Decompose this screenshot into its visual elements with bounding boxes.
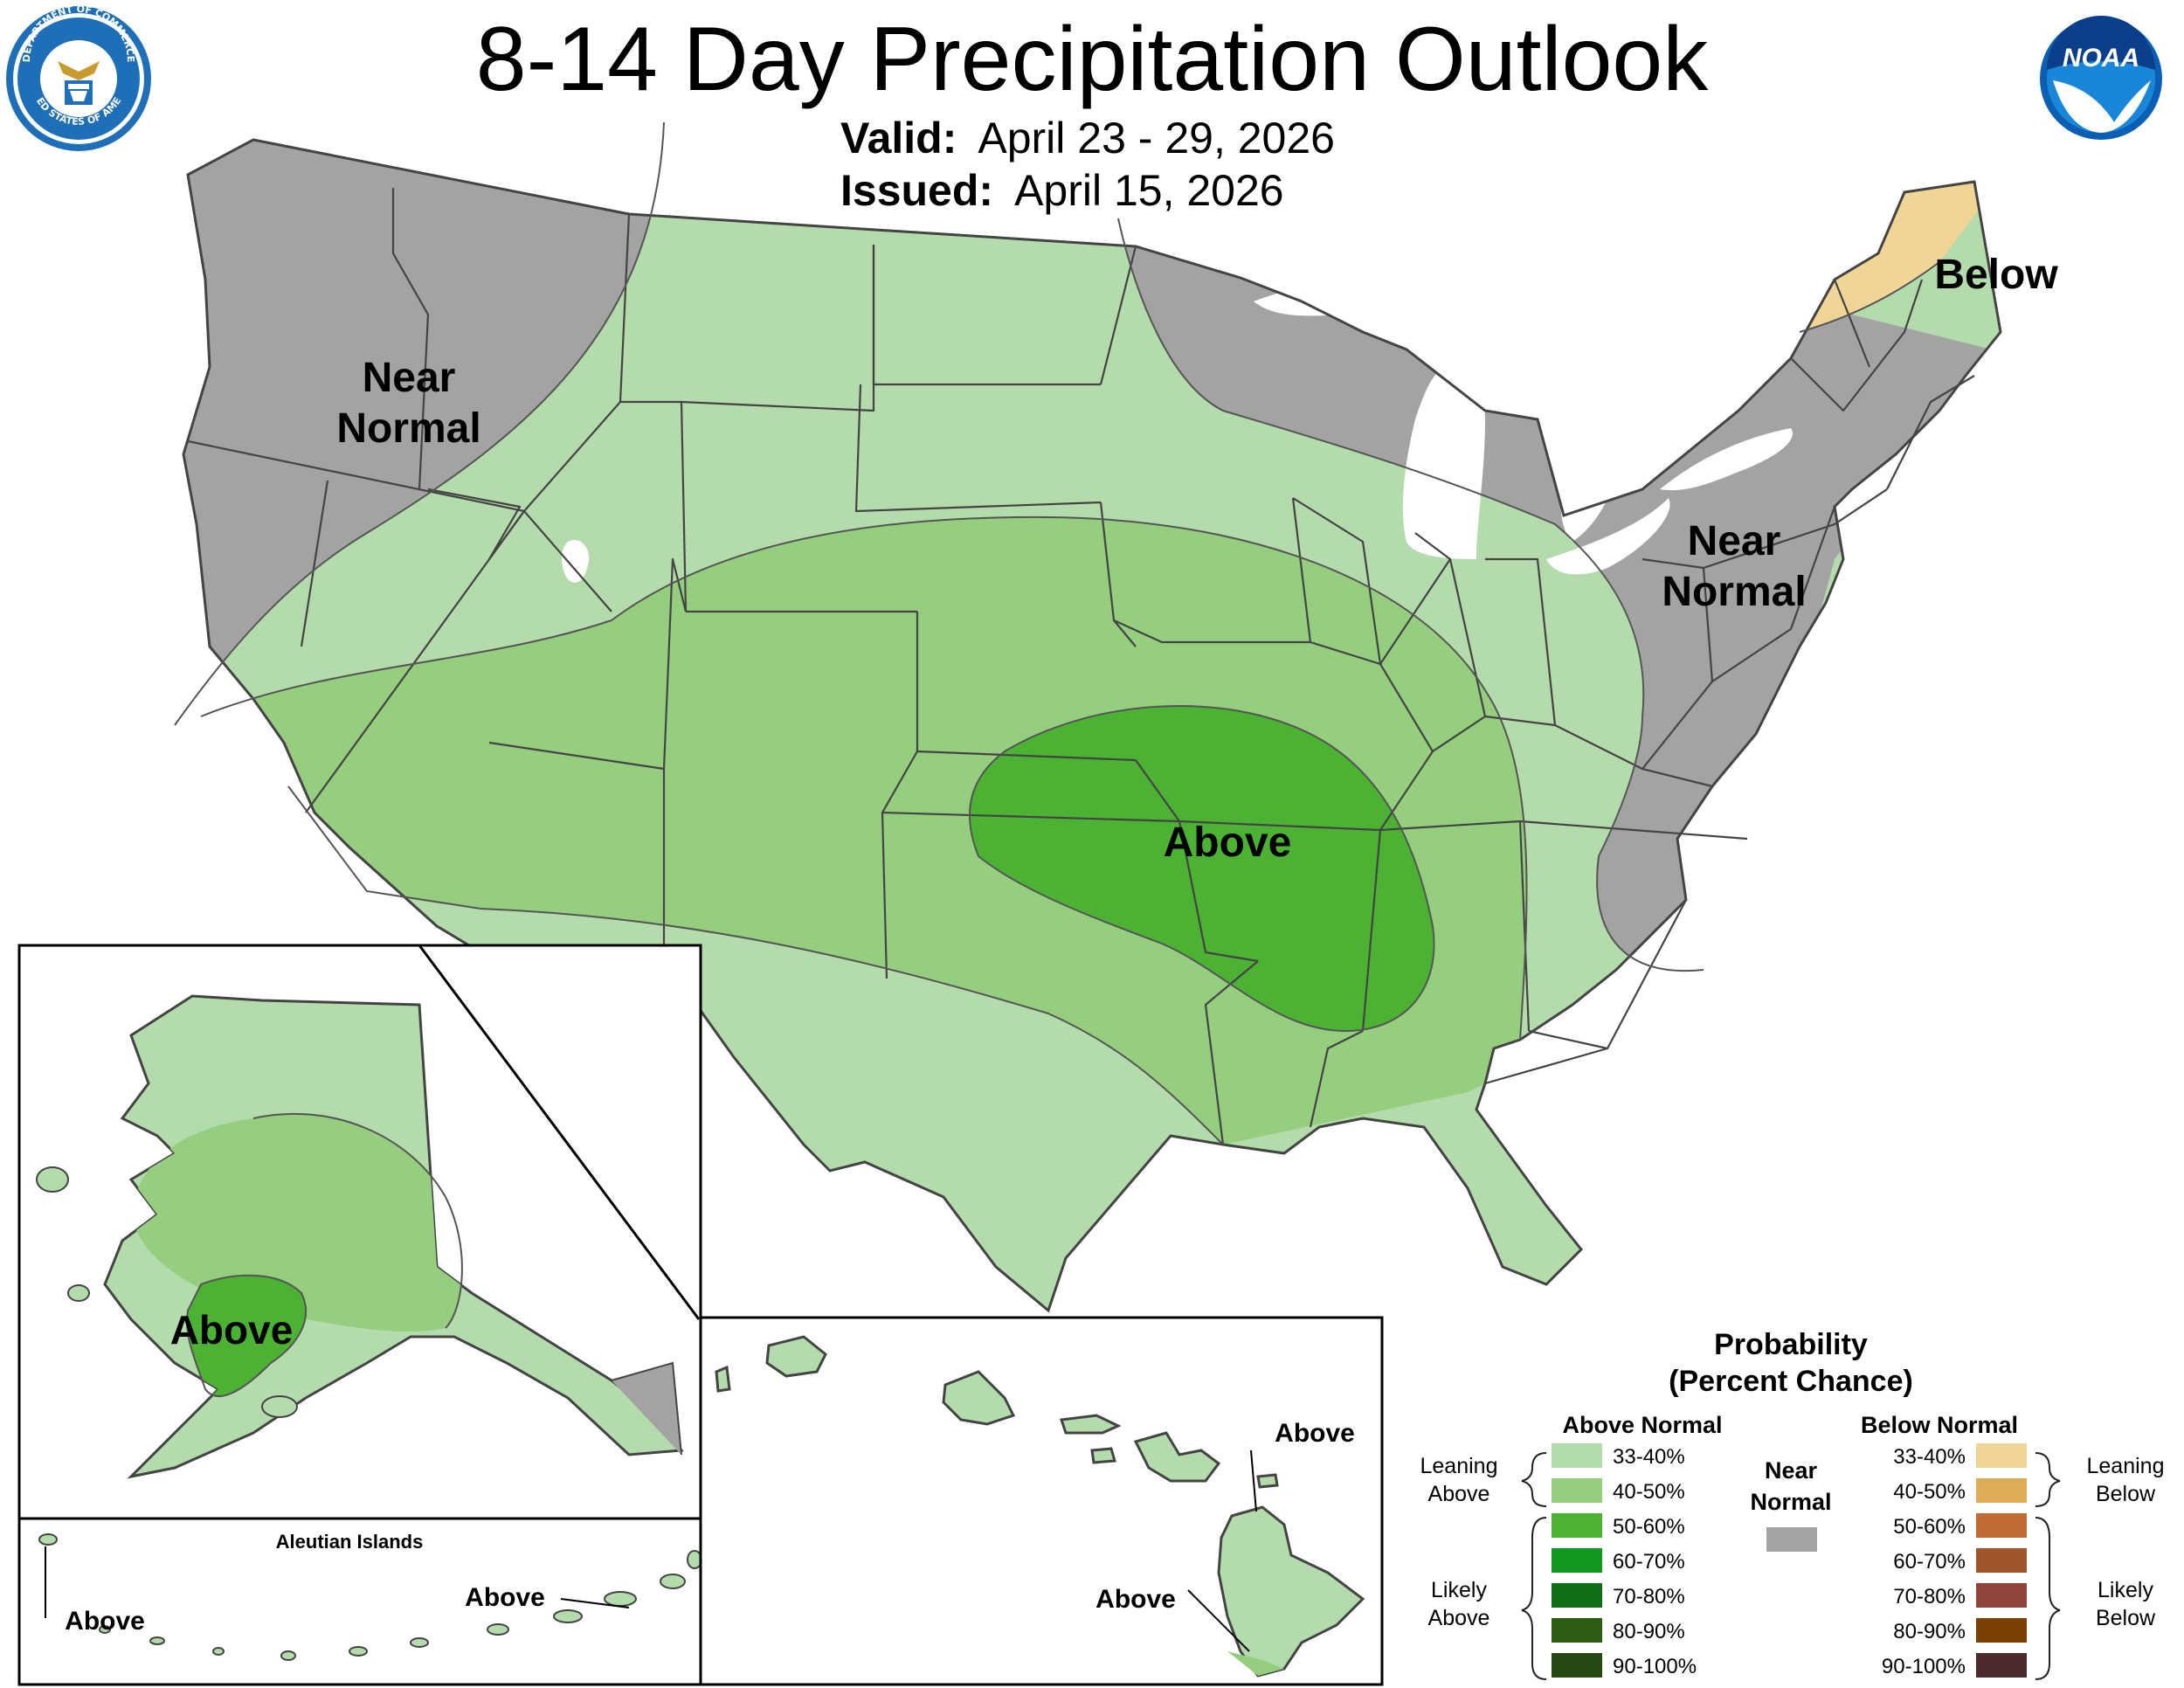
map-title: 8-14 Day Precipitation Outlook	[475, 9, 1709, 110]
legend-above-header: Above Normal	[1562, 1412, 1722, 1438]
legend-title-1: Probability	[1714, 1328, 1868, 1361]
west-near-normal-label-2: Normal	[336, 405, 480, 452]
above-normal-label: 90-100%	[1613, 1655, 1697, 1678]
above-normal-label: 40-50%	[1613, 1480, 1685, 1504]
above-normal-swatch	[1552, 1618, 1602, 1643]
likely-below-2: Below	[2096, 1606, 2156, 1630]
hawaii-above-south-label: Above	[1095, 1585, 1176, 1614]
central-above-label: Above	[1164, 820, 1292, 866]
west-near-normal-label-1: Near	[363, 355, 456, 401]
issued-line: Issued: April 15, 2026	[840, 164, 1284, 217]
issued-date: April 15, 2026	[1014, 166, 1284, 215]
below-normal-swatch	[1976, 1478, 2027, 1503]
below-normal-label: 70-80%	[1893, 1585, 1966, 1608]
above-normal-swatch	[1552, 1583, 1602, 1608]
above-normal-swatch	[1552, 1513, 1602, 1538]
legend: Probability (Percent Chance) Above Norma…	[1420, 1328, 2165, 1680]
legend-below-header: Below Normal	[1861, 1412, 2018, 1438]
below-normal-label: 33-40%	[1893, 1445, 1966, 1469]
below-normal-swatch	[1976, 1513, 2027, 1538]
above-swatches: 33-40% 40-50% 50-60% 60-70% 70-80% 80-90% 90-1…	[1552, 1443, 1697, 1678]
above-normal-swatch	[1552, 1548, 1602, 1573]
noaa-logo: NOAA	[2040, 16, 2162, 140]
valid-label: Valid:	[840, 114, 957, 163]
alaska-above-label: Above	[170, 1307, 294, 1352]
legend-title-2: (Percent Chance)	[1669, 1365, 1913, 1398]
above-normal-swatch	[1552, 1653, 1602, 1678]
likely-above-2: Above	[1428, 1606, 1490, 1630]
aleutian-islands-title: Aleutian Islands	[276, 1531, 424, 1553]
above-normal-label: 80-90%	[1613, 1620, 1685, 1643]
east-near-normal-label-1: Near	[1688, 518, 1781, 564]
above-normal-label: 60-70%	[1613, 1550, 1685, 1574]
below-swatches: 33-40% 40-50% 50-60% 60-70% 70-80% 80-90% 90-1…	[1882, 1443, 2027, 1678]
hawaii-inset	[699, 1316, 1384, 1686]
issued-label: Issued:	[840, 166, 994, 215]
above-normal-label: 70-80%	[1613, 1585, 1685, 1608]
below-normal-swatch	[1976, 1653, 2027, 1678]
leaning-below-1: Leaning	[2087, 1454, 2165, 1478]
department-of-commerce-seal: DEPARTMENT OF COMMERCE UNITED STATES OF …	[0, 0, 151, 151]
hawaii-above-north-label: Above	[1275, 1419, 1355, 1448]
likely-above-1: Likely	[1431, 1578, 1487, 1602]
leaning-below-2: Below	[2096, 1482, 2156, 1506]
alaska-inset	[17, 944, 702, 1520]
above-normal-swatch	[1552, 1443, 1602, 1468]
below-normal-swatch	[1976, 1548, 2027, 1573]
valid-line: Valid: April 23 - 29, 2026	[840, 112, 1335, 164]
above-normal-swatch	[1552, 1478, 1602, 1503]
leaning-above-2: Above	[1428, 1482, 1490, 1506]
below-normal-swatch	[1976, 1443, 2027, 1468]
conus-map	[174, 121, 2002, 1313]
above-normal-label: 50-60%	[1613, 1515, 1685, 1539]
east-near-normal-label-2: Normal	[1662, 569, 1806, 615]
leaning-above-1: Leaning	[1420, 1454, 1498, 1478]
near-normal-swatch	[1766, 1527, 1817, 1552]
svg-text:NOAA: NOAA	[2063, 44, 2139, 73]
aleutian-above-east-label: Above	[465, 1583, 545, 1612]
aleutian-above-west-label: Above	[65, 1607, 145, 1636]
below-normal-label: 90-100%	[1882, 1655, 1966, 1678]
legend-near-2: Normal	[1750, 1489, 1831, 1515]
below-normal-swatch	[1976, 1618, 2027, 1643]
below-normal-label: 80-90%	[1893, 1620, 1966, 1643]
below-normal-label: 60-70%	[1893, 1550, 1966, 1574]
below-normal-swatch	[1976, 1583, 2027, 1608]
legend-near-1: Near	[1765, 1457, 1818, 1484]
below-normal-label: 40-50%	[1893, 1480, 1966, 1504]
above-normal-label: 33-40%	[1613, 1445, 1685, 1469]
valid-dates: April 23 - 29, 2026	[978, 114, 1335, 163]
northeast-below-label: Below	[1934, 252, 2058, 298]
likely-below-1: Likely	[2098, 1578, 2153, 1602]
below-normal-label: 50-60%	[1893, 1515, 1966, 1539]
